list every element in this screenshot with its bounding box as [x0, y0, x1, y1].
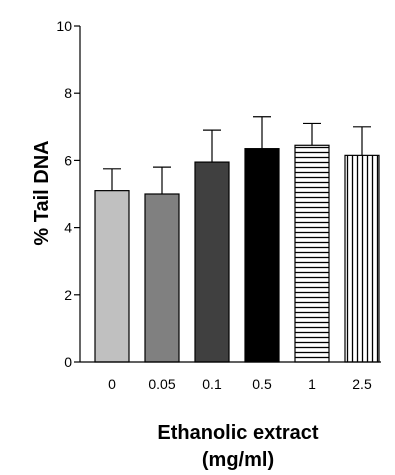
bar-1: [144, 193, 180, 363]
bar-0: [94, 190, 130, 363]
x-axis-title-line-2: (mg/ml): [202, 449, 274, 471]
x-axis-title-line-1: Ethanolic extract: [157, 422, 319, 444]
bar-4: [294, 144, 330, 363]
bar-3: [244, 148, 280, 363]
x-tick-label-5: 2.5: [352, 376, 372, 392]
y-axis-title: % Tail DNA: [31, 140, 53, 245]
y-tick-label-2: 4: [64, 220, 72, 236]
y-tick-label-1: 2: [64, 287, 72, 303]
y-tick-label-4: 8: [64, 85, 72, 101]
y-tick-label-5: 10: [56, 18, 72, 34]
y-tick-label-0: 0: [64, 354, 72, 370]
bar-5: [344, 154, 380, 363]
y-tick-label-3: 6: [64, 152, 72, 168]
x-axis: 0 0.05 0.1 0.5 1 2.5: [80, 361, 381, 392]
y-axis: 0 2 4 6 8 10: [56, 18, 81, 370]
x-tick-label-4: 1: [308, 376, 316, 392]
x-tick-label-3: 0.5: [252, 376, 272, 392]
x-tick-label-1: 0.05: [148, 376, 175, 392]
bar-2: [194, 161, 230, 363]
bars-group: [94, 116, 380, 363]
x-tick-label-2: 0.1: [202, 376, 222, 392]
x-tick-label-0: 0: [108, 376, 116, 392]
